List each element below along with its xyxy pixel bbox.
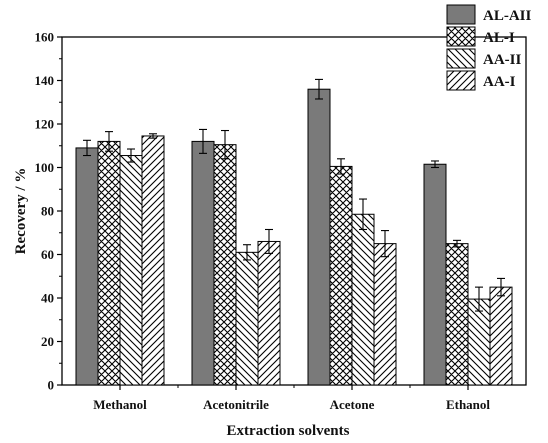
- x-tick-label: Acetonitrile: [203, 397, 269, 412]
- y-tick-label: 80: [41, 204, 54, 219]
- bar-al-i-acetone: [329, 165, 353, 386]
- bar-aa-ii-ethanol: [467, 298, 491, 386]
- bar-al-i-methanol: [97, 140, 121, 386]
- y-tick-label: 160: [35, 30, 55, 45]
- legend-label-al-i: AL-I: [483, 30, 515, 46]
- y-tick-label: 100: [35, 160, 55, 175]
- bar-al-aii-acetonitrile: [191, 140, 215, 386]
- y-tick-label: 60: [41, 247, 54, 262]
- y-tick-label: 0: [48, 378, 55, 393]
- legend: AL-AII AL-I AA-II AA-I: [446, 4, 532, 91]
- bar-al-i-ethanol: [445, 243, 469, 386]
- x-axis-ticks: Methanol Acetonitrile Acetone Ethanol: [93, 385, 490, 412]
- legend-swatch-aa-ii: [446, 48, 476, 69]
- bar-aa-i-acetonitrile: [257, 240, 281, 386]
- legend-swatch-al-i: [446, 26, 476, 47]
- bar-al-aii-ethanol: [423, 163, 447, 386]
- bar-aa-ii-methanol: [119, 155, 143, 386]
- error-bars: [83, 78, 505, 312]
- bar-al-aii-acetone: [307, 88, 331, 386]
- legend-swatch-al-aii: [446, 4, 476, 25]
- y-tick-label: 20: [41, 334, 54, 349]
- y-axis-title: Recovery / %: [13, 168, 29, 255]
- legend-label-aa-i: AA-I: [483, 74, 516, 90]
- legend-label-al-aii: AL-AII: [483, 8, 532, 24]
- bar-al-i-acetonitrile: [213, 144, 237, 386]
- bar-aa-i-ethanol: [489, 286, 513, 386]
- bar-aa-i-methanol: [141, 135, 165, 386]
- legend-label-aa-ii: AA-II: [483, 52, 521, 68]
- x-axis-title: Extraction solvents: [227, 423, 350, 439]
- bar-aa-i-acetone: [373, 243, 397, 386]
- bar-aa-ii-acetone: [351, 213, 375, 386]
- bar-aa-ii-acetonitrile: [235, 251, 259, 386]
- bars: [75, 88, 513, 386]
- y-tick-label: 40: [41, 291, 54, 306]
- x-tick-label: Acetone: [330, 397, 375, 412]
- bar-al-aii-methanol: [75, 147, 99, 386]
- y-axis-ticks: 0 20 40 60 80 100 120 140 160: [35, 30, 62, 393]
- x-tick-label: Ethanol: [446, 397, 490, 412]
- y-tick-label: 140: [35, 73, 55, 88]
- x-tick-label: Methanol: [93, 397, 147, 412]
- legend-swatch-aa-i: [446, 70, 476, 91]
- y-tick-label: 120: [35, 117, 55, 132]
